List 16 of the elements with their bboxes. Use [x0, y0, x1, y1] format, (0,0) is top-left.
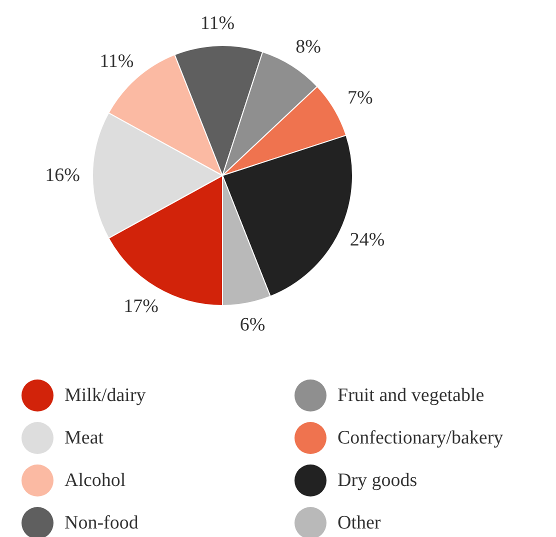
data-label: 6%	[240, 314, 266, 336]
data-label: 8%	[296, 36, 322, 58]
legend-label: Fruit and vegetable	[338, 385, 484, 406]
legend-label: Dry goods	[338, 470, 418, 491]
data-label: 11%	[200, 13, 235, 34]
legend-label: Other	[338, 512, 382, 534]
legend-label: Meat	[64, 428, 104, 448]
legend-label: Non-food	[64, 512, 139, 534]
data-label: 24%	[350, 230, 385, 251]
legend-label: Alcohol	[64, 470, 126, 491]
data-label: 7%	[348, 88, 374, 109]
legend-label: Milk/dairy	[64, 385, 146, 406]
legend-label: Confectionary/bakery	[338, 428, 504, 448]
data-label: 16%	[45, 165, 80, 186]
data-label: 17%	[124, 296, 159, 317]
data-label: 11%	[100, 50, 134, 72]
